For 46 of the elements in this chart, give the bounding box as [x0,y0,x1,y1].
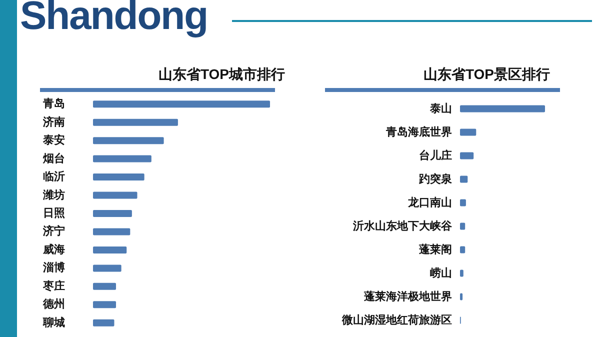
bar [460,246,466,254]
bar [460,222,466,230]
y-tick-label: 聊城 [42,316,65,329]
bar [93,228,130,236]
bar [93,264,122,272]
bar [93,210,132,217]
bar [460,152,474,160]
bar [93,319,114,326]
text: Shandong [20,0,208,39]
y-tick-label: 龙口南山 [407,196,452,209]
y-tick-label: 潍坊 [42,188,65,202]
y-tick-label: 泰安 [42,134,65,147]
bar [93,137,164,144]
bar [93,118,178,126]
y-tick-label: 济南 [42,115,65,128]
bar [460,105,545,112]
bar [93,282,116,290]
y-tick-label: 烟台 [42,152,65,165]
y-tick-label: 蓬莱阁 [418,242,452,256]
y-tick-label: 德州 [42,298,65,311]
y-tick-label: 日照 [43,208,65,220]
y-tick-label: 临沂 [43,170,65,184]
y-tick-label: 蓬莱海洋极地世界 [363,290,452,303]
y-tick-label: 台儿庄 [419,148,452,162]
bar [93,246,127,254]
bar [93,174,144,181]
y-tick-label: 青岛 [42,97,65,110]
bar [93,155,152,162]
y-tick-label: 威海 [42,242,65,256]
y-tick-label: 淄博 [42,261,65,274]
bar [460,128,476,136]
y-tick-label: 泰山 [429,102,452,115]
bar [93,100,270,108]
chart-title: 山东省TOP景区排行 [423,66,550,82]
chart-title: 山东省TOP城市排行 [158,66,286,82]
y-tick-label: 微山湖湿地红荷旅游区 [341,313,452,326]
bar [460,176,468,183]
y-tick-label: 沂水山东地下大峡谷 [352,219,453,232]
y-tick-label: 济宁 [42,224,65,238]
bar [460,199,466,206]
bar [93,301,116,308]
y-tick-label: 青岛海底世界 [385,125,452,138]
y-tick-label: 趵突泉 [418,172,453,186]
y-tick-label: 枣庄 [42,279,65,292]
bar [93,192,138,199]
y-tick-label: 崂山 [430,266,452,280]
